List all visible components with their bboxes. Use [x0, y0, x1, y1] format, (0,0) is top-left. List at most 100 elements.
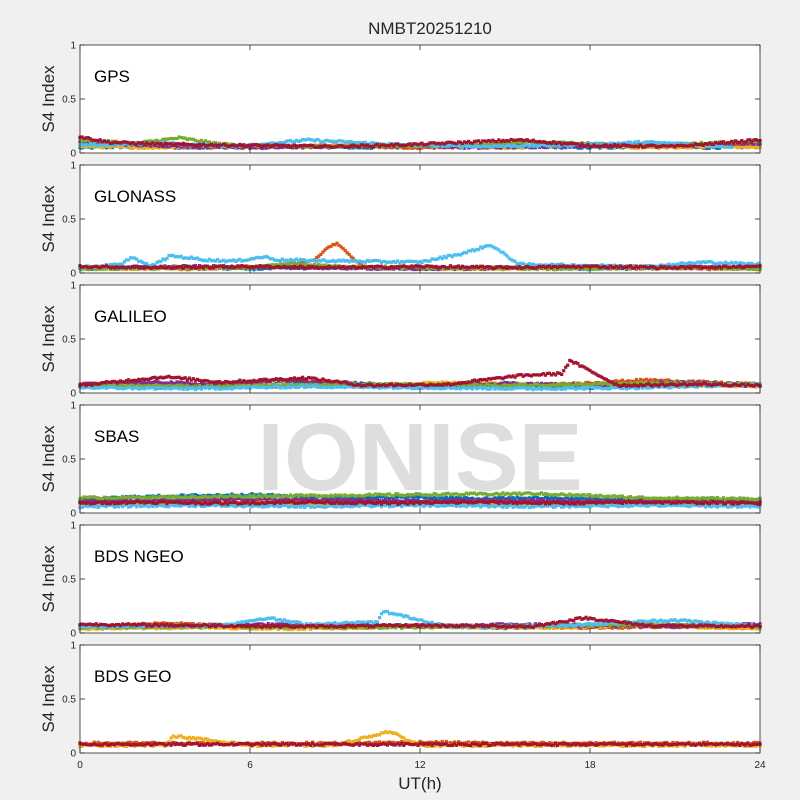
data-point [290, 258, 295, 262]
data-point [685, 146, 689, 150]
data-point [131, 146, 135, 150]
data-point [699, 145, 703, 149]
data-point [232, 258, 236, 262]
data-point [173, 255, 177, 259]
data-point [649, 145, 653, 149]
data-point [598, 263, 602, 267]
data-point [274, 263, 278, 267]
data-point [357, 145, 361, 149]
data-point [592, 143, 596, 147]
data-point [756, 146, 760, 150]
data-point [179, 254, 183, 258]
data-point [317, 138, 321, 142]
data-point [744, 145, 748, 149]
data-point [683, 144, 687, 148]
data-point [491, 245, 495, 249]
data-point [127, 144, 131, 148]
data-point [80, 142, 84, 146]
data-point [127, 141, 131, 145]
data-point [141, 141, 145, 145]
data-point [108, 143, 112, 147]
data-point [339, 259, 343, 263]
data-point [355, 141, 359, 145]
data-point [305, 262, 309, 267]
data-point [523, 263, 527, 267]
data-point [450, 146, 454, 150]
data-point [331, 139, 335, 143]
data-point [216, 264, 220, 268]
data-point [361, 143, 365, 147]
data-point [722, 266, 726, 270]
data-point [276, 141, 280, 145]
data-point [499, 267, 503, 271]
data-point [165, 137, 169, 141]
data-point [724, 146, 728, 150]
data-point [321, 263, 325, 267]
data-point [503, 144, 507, 149]
data-point [141, 266, 145, 270]
data-point [307, 266, 311, 270]
data-point [742, 145, 746, 149]
data-point [80, 139, 84, 143]
data-point [673, 142, 677, 146]
data-point [297, 144, 301, 148]
data-point [361, 140, 365, 144]
data-point [369, 141, 373, 145]
data-point [756, 267, 760, 271]
data-point [503, 146, 507, 150]
data-point [94, 142, 98, 146]
data-point [212, 144, 216, 148]
data-point [477, 146, 481, 150]
data-point [149, 142, 153, 146]
data-point [552, 144, 556, 148]
panel-label-glonass: GLONASS [94, 187, 176, 206]
data-point [471, 145, 475, 150]
data-point [588, 141, 592, 146]
data-point [576, 266, 580, 270]
data-point [724, 267, 728, 271]
data-point [260, 146, 264, 151]
data-point [181, 141, 185, 146]
data-point [521, 139, 525, 143]
data-point [730, 141, 734, 145]
data-point [309, 138, 313, 142]
data-point [699, 142, 703, 146]
data-point [205, 264, 210, 268]
data-point [149, 264, 153, 268]
data-point [410, 146, 414, 150]
data-point [507, 141, 511, 145]
data-point [689, 261, 693, 265]
data-point [303, 263, 307, 267]
data-point [432, 144, 436, 149]
data-point [481, 139, 485, 143]
data-point [511, 258, 515, 263]
data-point [145, 143, 149, 147]
data-point [527, 139, 531, 143]
data-point [262, 143, 266, 147]
data-point [367, 144, 371, 148]
data-point [754, 140, 758, 144]
data-point [665, 141, 669, 146]
data-point [479, 245, 483, 249]
data-point [92, 145, 96, 149]
data-point [177, 145, 181, 149]
data-point [129, 256, 133, 260]
series-group-gps [78, 135, 762, 151]
data-point [199, 145, 203, 149]
data-point [131, 256, 135, 260]
data-point [643, 145, 647, 149]
data-point [386, 260, 390, 264]
data-point [709, 142, 713, 146]
data-point [84, 142, 88, 146]
data-point [719, 140, 724, 144]
data-point [602, 266, 606, 270]
data-point [570, 263, 574, 267]
data-point [207, 140, 212, 144]
data-point [100, 143, 104, 147]
data-point [519, 144, 523, 148]
data-point [90, 146, 94, 150]
data-point [209, 142, 214, 146]
data-point [416, 261, 420, 265]
data-point [151, 267, 155, 271]
data-point [120, 140, 125, 144]
